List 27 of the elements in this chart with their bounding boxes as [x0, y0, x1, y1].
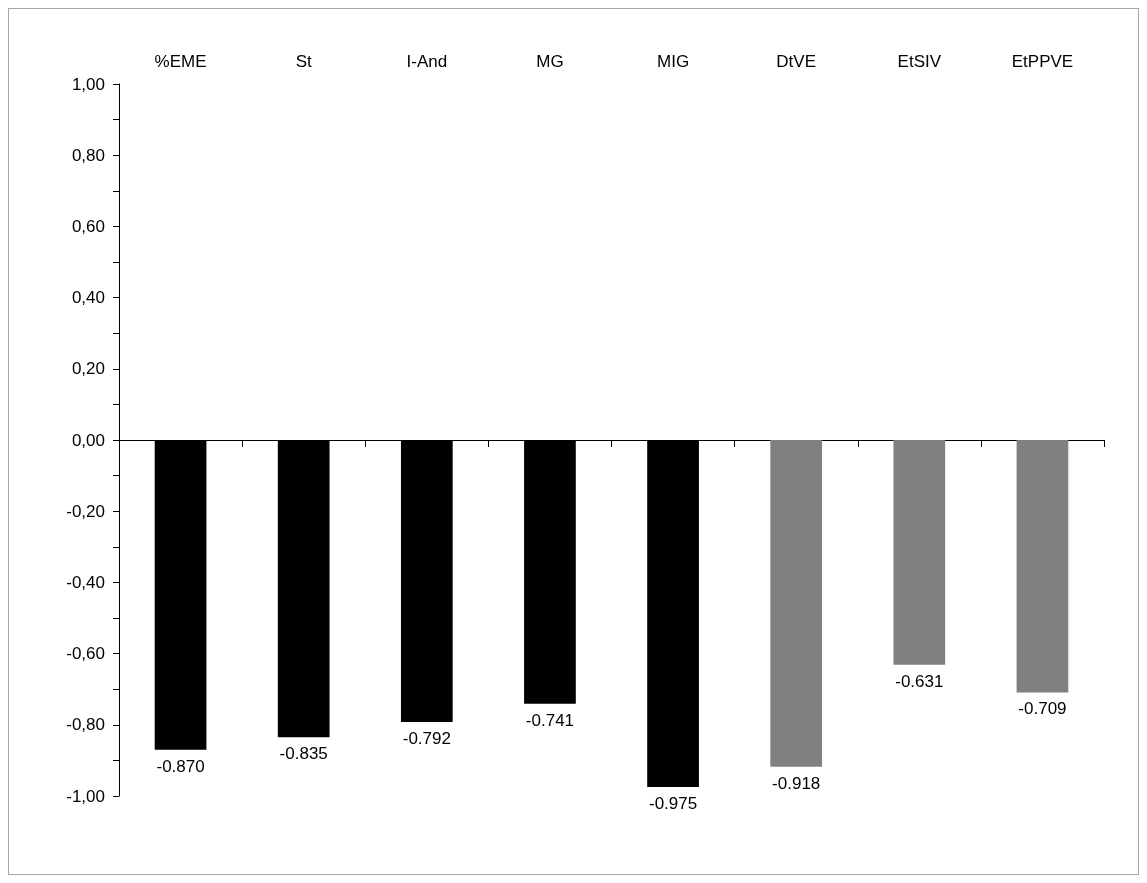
y-tick-label: -0,20	[66, 501, 105, 521]
y-tick-label: -0,40	[66, 572, 105, 592]
data-label: -0.918	[772, 773, 821, 793]
data-label: -0.709	[1018, 699, 1067, 719]
x-tick-label: EtSIV	[897, 52, 942, 71]
data-label: -0.975	[648, 794, 698, 814]
x-tick-label: I-And	[406, 52, 448, 71]
y-tick-label: 1,00	[71, 74, 105, 94]
y-tick-label: 0,20	[71, 359, 105, 379]
x-tick-label: DtVE	[776, 52, 817, 71]
x-tick-label: MG	[536, 52, 564, 71]
data-label: -0.631	[895, 671, 944, 691]
data-label: -0.870	[156, 756, 205, 776]
y-tick-label: -1,00	[66, 786, 105, 806]
y-tick-label: 0,40	[71, 288, 105, 308]
y-tick-label: -0,80	[66, 715, 105, 735]
x-tick-label: St	[295, 52, 312, 71]
x-tick-label: %EME	[154, 52, 207, 71]
x-tick-label: EtPPVE	[1011, 52, 1074, 71]
y-tick-label: -0,60	[66, 644, 105, 664]
y-tick-label: 0,80	[71, 145, 105, 165]
data-label: -0.835	[279, 744, 328, 764]
y-tick-label: 0,00	[71, 430, 105, 450]
x-tick-label: MIG	[657, 52, 690, 71]
data-label: -0.792	[402, 728, 451, 748]
y-tick-label: 0,60	[71, 216, 105, 236]
data-label: -0.741	[525, 710, 575, 730]
